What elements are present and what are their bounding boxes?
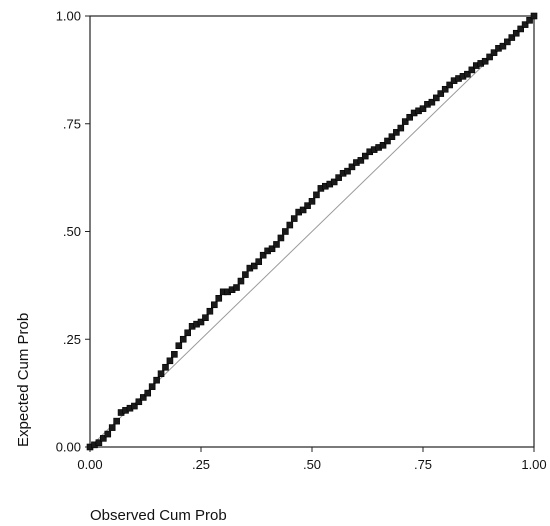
data-point (419, 105, 427, 112)
y-tick-label: .75 (63, 116, 81, 131)
data-point (384, 137, 391, 145)
data-point (344, 167, 351, 175)
x-tick-label: .75 (414, 457, 432, 472)
data-point (464, 70, 471, 78)
data-point (153, 376, 160, 384)
data-point (397, 124, 405, 132)
x-tick-label: .25 (192, 457, 210, 472)
data-point (393, 129, 400, 136)
data-point (131, 402, 138, 410)
data-point (95, 439, 103, 446)
x-tick-label: 0.00 (77, 457, 102, 472)
data-point (530, 12, 538, 20)
data-point (250, 262, 258, 270)
data-point (100, 435, 107, 442)
data-point (211, 301, 218, 309)
data-point (242, 271, 249, 278)
data-point (299, 206, 307, 214)
data-point (361, 152, 369, 160)
data-point (379, 142, 387, 149)
x-tick-label: 1.00 (521, 457, 546, 472)
data-point (104, 430, 112, 438)
data-point (441, 85, 449, 93)
data-point (330, 178, 338, 186)
data-point (175, 342, 183, 350)
data-point (113, 417, 120, 425)
data-point (268, 245, 276, 253)
data-point (148, 383, 156, 390)
data-point (215, 295, 223, 302)
data-point (526, 17, 533, 24)
data-point (406, 113, 413, 121)
data-point (233, 284, 240, 291)
data-point (259, 251, 267, 259)
data-point (282, 228, 289, 235)
data-point (286, 221, 294, 229)
data-point (357, 157, 365, 164)
data-point (468, 66, 476, 74)
data-point (335, 174, 342, 181)
data-point (206, 307, 214, 315)
data-point (135, 398, 143, 406)
data-point (197, 318, 205, 326)
data-point (108, 424, 116, 431)
data-point (179, 335, 187, 343)
data-points (86, 12, 538, 451)
data-point (481, 57, 489, 65)
y-tick-label: .50 (63, 224, 81, 239)
data-point (313, 191, 320, 199)
y-axis-ticks: 0.00 .25 .50 .75 1.00 (56, 9, 90, 455)
data-point (499, 42, 507, 50)
x-tick-label: .50 (303, 457, 321, 472)
data-point (512, 29, 520, 37)
data-point (273, 241, 280, 248)
data-point (144, 389, 152, 397)
data-point (157, 370, 165, 378)
y-axis-title: Expected Cum Prob (15, 313, 32, 447)
data-point (290, 215, 298, 222)
data-point (348, 163, 356, 171)
data-point (428, 98, 436, 106)
data-point (446, 81, 453, 89)
data-point (486, 53, 493, 61)
data-point (504, 38, 511, 46)
data-point (237, 277, 245, 285)
data-point (490, 49, 498, 56)
y-tick-label: 1.00 (56, 9, 81, 24)
data-point (255, 258, 263, 265)
y-tick-label: .25 (63, 332, 81, 347)
data-point (308, 198, 316, 205)
x-axis-title: Observed Cum Prob (90, 507, 227, 524)
data-point (517, 25, 524, 33)
data-point (388, 133, 396, 140)
data-point (277, 234, 285, 242)
data-point (184, 329, 191, 337)
data-point (401, 118, 409, 125)
data-point (433, 94, 440, 102)
data-point (171, 351, 178, 358)
data-point (166, 357, 174, 365)
data-point (139, 394, 147, 401)
data-point (162, 363, 169, 371)
data-point (202, 314, 209, 322)
x-axis-ticks: 0.00 .25 .50 .75 1.00 (77, 447, 547, 472)
data-point (437, 90, 445, 97)
data-point (304, 202, 311, 209)
data-point (508, 34, 516, 41)
data-point (521, 21, 529, 28)
y-tick-label: 0.00 (56, 440, 81, 455)
